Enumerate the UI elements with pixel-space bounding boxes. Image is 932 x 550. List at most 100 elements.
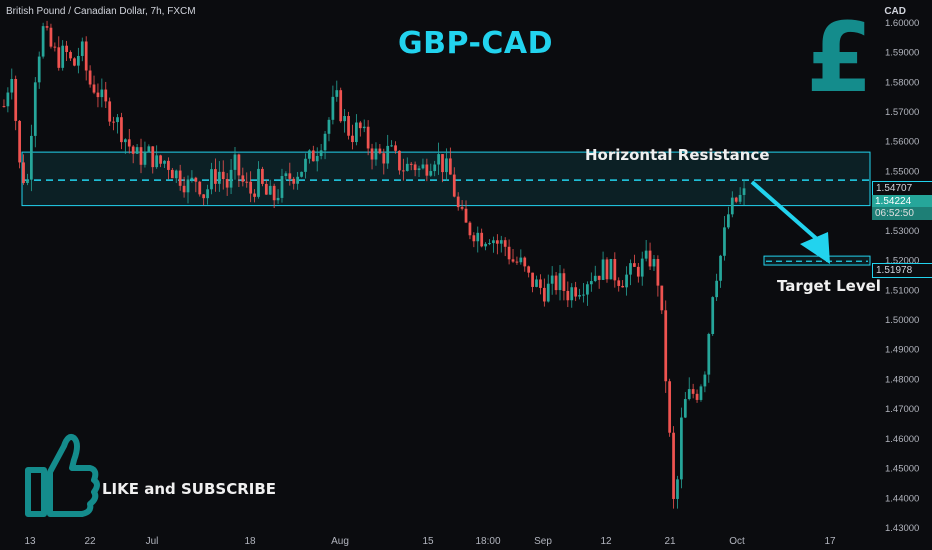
candle-body [707,333,711,375]
candle-body [14,79,18,121]
candle-body [378,148,382,154]
candle-body [69,52,72,59]
candle-body [609,259,613,280]
candle-body [523,257,527,267]
resistance-label: Horizontal Resistance [585,146,770,164]
candle-body [484,243,487,247]
candle-body [73,58,76,66]
candle-body [437,154,440,165]
y-tick-label: 1.48000 [885,374,919,385]
candle-body [206,189,209,199]
candle-body [26,179,29,184]
candle-body [229,169,233,188]
candle-body [676,479,679,499]
candle-body [292,178,296,184]
candle-body [593,275,597,282]
candle-body [433,164,437,172]
candle-body [2,106,6,108]
candle-body [233,154,237,170]
candle-body [734,197,738,202]
candle-body [680,417,683,480]
candle-body [589,281,593,285]
candle-body [507,246,511,260]
candle-body [84,41,88,71]
candle-body [660,285,664,311]
arrow-head [800,232,830,264]
candle-body [96,92,100,98]
candle-body [558,273,562,291]
candle-body [531,272,534,287]
candle-body [476,232,480,242]
candle-body [327,119,331,134]
x-tick-label: 21 [664,536,676,547]
y-tick-label: 1.51000 [885,285,919,296]
candle-body [394,145,397,151]
candle-body [695,393,699,400]
candle-body [127,139,131,147]
candle-body [120,117,123,143]
candle-body [300,171,303,177]
resistance-price-tag: 1.54707 [872,181,932,196]
y-tick-label: 1.45000 [885,464,919,475]
candle-body [167,160,170,170]
x-axis: 13 22 Jul 18 Aug 15 18:00 Sep 12 21 Oct 17 [24,536,836,547]
x-tick-label: 13 [24,536,36,547]
candle-body [629,263,632,275]
candle-body [480,232,484,247]
candle-body [323,133,327,151]
y-axis: 1.60000 1.59000 1.58000 1.57000 1.56000 1.550… [885,18,919,534]
candle-body [319,150,323,156]
candle-body [135,147,139,154]
candle-body [644,250,648,259]
candle-body [214,169,217,184]
y-tick-label: 1.57000 [885,107,919,118]
candle-body [460,207,464,209]
x-tick-label: 18:00 [475,536,500,547]
candle-body [472,235,476,242]
candle-body [139,147,143,165]
candle-body [280,176,284,198]
candle-body [22,162,25,184]
candle-body [190,177,194,180]
candle-body [621,285,625,288]
currency-label: CAD [884,6,906,17]
x-tick-label: 15 [422,536,434,547]
candle-body [515,261,519,263]
x-tick-label: Aug [331,536,349,547]
candle-body [550,275,554,284]
candle-body [241,175,245,182]
candle-body [288,173,292,179]
candle-body [6,92,10,107]
candle-body [182,185,186,193]
candle-body [80,41,84,56]
candle-body [159,155,162,164]
candle-body [723,227,726,256]
candle-body [163,160,166,164]
candle-body [503,240,507,247]
candle-body [37,56,41,83]
x-tick-label: Jul [146,536,159,547]
target-label: Target Level [777,277,881,295]
candle-body [123,139,127,143]
candle-body [535,279,538,287]
candle-body [264,183,268,195]
candle-body [347,116,350,136]
candle-body [374,148,378,160]
candle-body [613,259,617,281]
candle-body [304,158,307,172]
candle-body [409,163,413,165]
candle-body [57,47,61,68]
candle-body [174,170,178,179]
candle-body [249,181,253,194]
candle-body [742,188,746,195]
candle-body [582,294,585,296]
candle-body [586,284,589,295]
candle-body [648,250,652,267]
candle-body [703,374,707,387]
candle-body [464,208,468,223]
candle-body [296,176,300,184]
candle-body [519,257,523,263]
x-tick-label: 17 [824,536,836,547]
candle-body [178,170,182,186]
candle-body [640,258,644,277]
